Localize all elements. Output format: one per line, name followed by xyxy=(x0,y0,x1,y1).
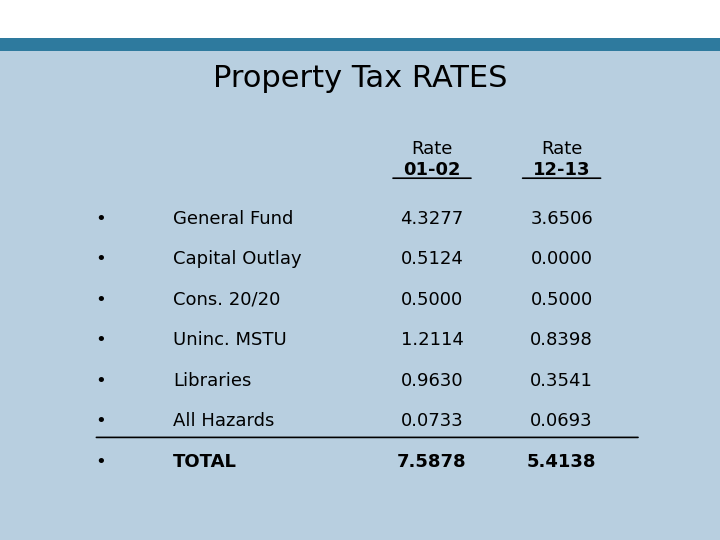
Text: 0.5000: 0.5000 xyxy=(401,291,463,309)
Text: 0.5000: 0.5000 xyxy=(531,291,593,309)
Text: •: • xyxy=(96,331,106,349)
Text: •: • xyxy=(96,453,106,471)
Text: Libraries: Libraries xyxy=(173,372,251,390)
Text: •: • xyxy=(96,291,106,309)
Text: 0.0693: 0.0693 xyxy=(531,412,593,430)
Text: Property Tax RATES: Property Tax RATES xyxy=(212,64,508,93)
Text: 4.3277: 4.3277 xyxy=(400,210,464,228)
Text: 0.3541: 0.3541 xyxy=(530,372,593,390)
Text: 0.9630: 0.9630 xyxy=(401,372,463,390)
Text: Rate: Rate xyxy=(411,139,453,158)
Text: All Hazards: All Hazards xyxy=(173,412,274,430)
Text: Capital Outlay: Capital Outlay xyxy=(173,250,302,268)
Text: •: • xyxy=(96,412,106,430)
Text: •: • xyxy=(96,210,106,228)
Text: 5.4138: 5.4138 xyxy=(527,453,596,471)
Text: 3.6506: 3.6506 xyxy=(530,210,593,228)
Text: Rate: Rate xyxy=(541,139,582,158)
Text: Cons. 20/20: Cons. 20/20 xyxy=(173,291,280,309)
Text: 0.0000: 0.0000 xyxy=(531,250,593,268)
Text: 1.2114: 1.2114 xyxy=(400,331,464,349)
Bar xyxy=(0,38,720,51)
Text: •: • xyxy=(96,372,106,390)
Text: 0.5124: 0.5124 xyxy=(400,250,464,268)
Text: 7.5878: 7.5878 xyxy=(397,453,467,471)
Text: General Fund: General Fund xyxy=(173,210,293,228)
Text: 12-13: 12-13 xyxy=(533,161,590,179)
Bar xyxy=(0,0,720,38)
Text: TOTAL: TOTAL xyxy=(173,453,237,471)
Text: 0.8398: 0.8398 xyxy=(530,331,593,349)
Text: 01-02: 01-02 xyxy=(403,161,461,179)
Text: Uninc. MSTU: Uninc. MSTU xyxy=(173,331,287,349)
Text: 0.0733: 0.0733 xyxy=(400,412,464,430)
Text: •: • xyxy=(96,250,106,268)
